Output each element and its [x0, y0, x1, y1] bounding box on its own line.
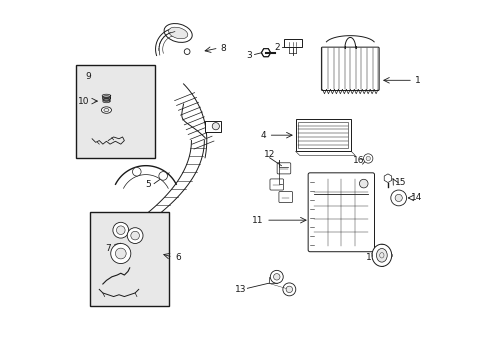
- Text: 15: 15: [394, 178, 406, 187]
- Text: 8: 8: [221, 44, 226, 53]
- FancyBboxPatch shape: [307, 173, 374, 252]
- Ellipse shape: [168, 27, 187, 39]
- Text: 12: 12: [264, 150, 275, 159]
- Circle shape: [273, 274, 280, 280]
- Circle shape: [184, 49, 190, 54]
- Text: 2: 2: [273, 43, 279, 52]
- Text: 17: 17: [365, 253, 376, 262]
- Bar: [204, 121, 221, 132]
- Circle shape: [131, 231, 139, 240]
- Text: 13: 13: [234, 285, 246, 294]
- Text: 7: 7: [105, 244, 110, 253]
- Ellipse shape: [371, 244, 391, 266]
- Circle shape: [127, 228, 142, 243]
- Circle shape: [116, 226, 125, 234]
- Bar: [90, 212, 169, 306]
- Ellipse shape: [164, 23, 192, 42]
- Circle shape: [282, 283, 295, 296]
- Circle shape: [115, 248, 126, 259]
- Text: 5: 5: [145, 180, 151, 189]
- Circle shape: [113, 222, 128, 238]
- Text: 3: 3: [246, 51, 252, 60]
- Circle shape: [132, 167, 141, 176]
- Bar: [295, 119, 350, 151]
- Circle shape: [363, 154, 372, 163]
- Text: 1: 1: [414, 76, 420, 85]
- Circle shape: [212, 123, 219, 130]
- Ellipse shape: [376, 248, 386, 262]
- Circle shape: [394, 194, 402, 202]
- FancyBboxPatch shape: [269, 179, 283, 190]
- FancyBboxPatch shape: [278, 192, 292, 203]
- Text: 10: 10: [78, 96, 89, 105]
- Polygon shape: [261, 49, 270, 57]
- Text: 6: 6: [175, 253, 181, 262]
- FancyBboxPatch shape: [321, 47, 378, 90]
- Circle shape: [159, 172, 167, 180]
- Bar: [284, 40, 301, 47]
- Bar: [298, 122, 347, 148]
- Text: 11: 11: [251, 216, 263, 225]
- Circle shape: [390, 190, 406, 206]
- Text: 4: 4: [260, 131, 265, 140]
- Circle shape: [366, 156, 369, 161]
- FancyBboxPatch shape: [277, 163, 290, 174]
- Circle shape: [359, 179, 367, 188]
- Text: 14: 14: [410, 193, 421, 202]
- Ellipse shape: [101, 107, 111, 113]
- Circle shape: [110, 243, 131, 264]
- Text: 9: 9: [85, 72, 91, 81]
- Ellipse shape: [104, 108, 109, 112]
- Bar: [76, 65, 155, 158]
- Ellipse shape: [379, 253, 383, 258]
- Text: 16: 16: [352, 156, 364, 165]
- Circle shape: [285, 286, 292, 293]
- Circle shape: [270, 270, 283, 283]
